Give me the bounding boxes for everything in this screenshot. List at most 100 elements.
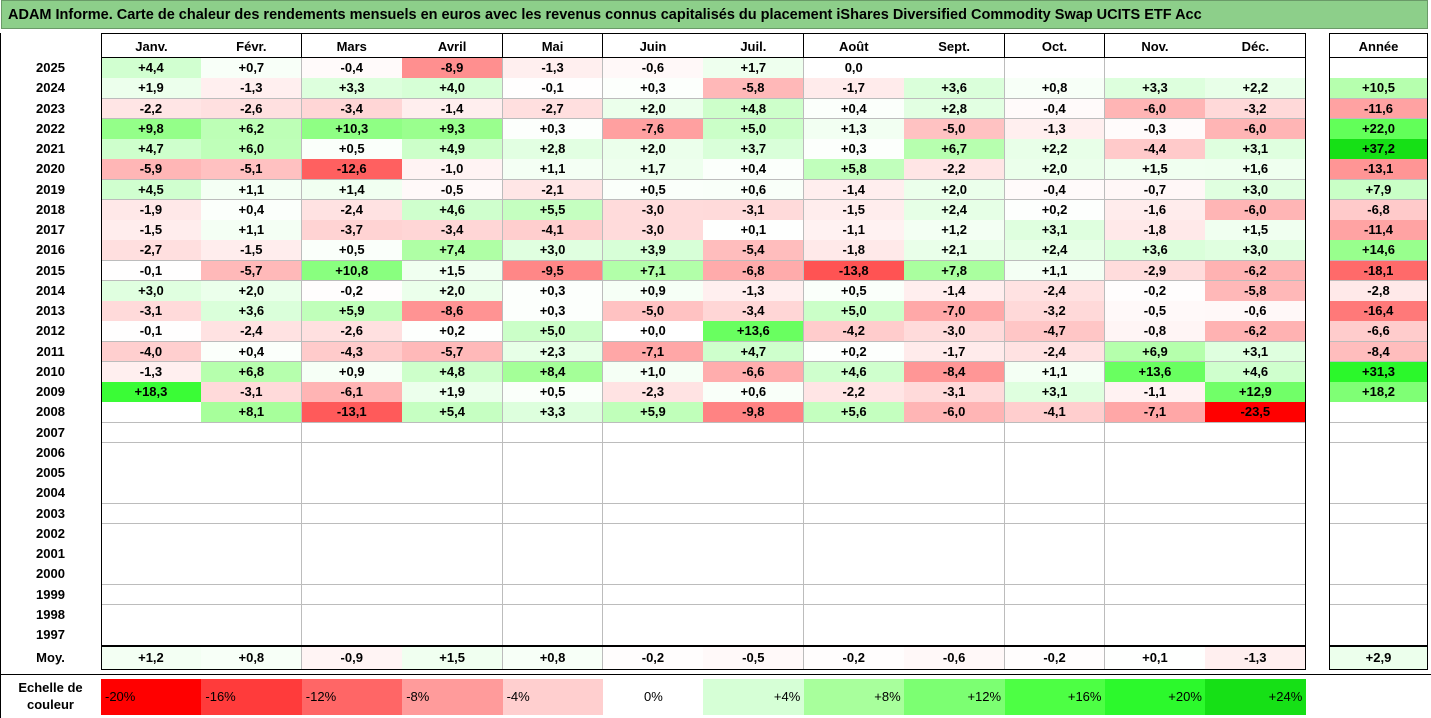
color-scale-swatch: +4% [703, 679, 805, 715]
average-row-label: Moy. [36, 650, 65, 665]
heatmap-cell: +1,1 [201, 220, 303, 241]
average-cell: +0,8 [502, 647, 604, 669]
heatmap-cell [1105, 523, 1206, 545]
heatmap-cell: -3,0 [904, 321, 1006, 342]
heatmap-cell: -0,8 [1105, 321, 1206, 342]
heatmap-cell: +2,4 [1004, 240, 1106, 261]
heatmap-cell: +2,8 [904, 98, 1006, 120]
heatmap-cell: -4,2 [803, 321, 905, 342]
heatmap-cell: +0,5 [502, 382, 604, 403]
heatmap-cell: -0,5 [1105, 301, 1206, 322]
heatmap-cell [703, 422, 805, 444]
heatmap-cell [101, 523, 202, 545]
heatmap-cell: -1,5 [803, 199, 905, 221]
heatmap-cell: -23,5 [1205, 402, 1307, 423]
heatmap-cell [1205, 442, 1307, 464]
annual-cell [1329, 584, 1428, 606]
heatmap-cell [502, 503, 604, 525]
annual-cell [1329, 463, 1428, 484]
heatmap-cell [1205, 544, 1307, 565]
heatmap-cell: +0,8 [1004, 78, 1106, 99]
heatmap-cell: -1,8 [1105, 220, 1206, 241]
heatmap-cell: -1,1 [1105, 382, 1206, 403]
heatmap-cell [1004, 625, 1106, 646]
heatmap-cell: -2,1 [502, 179, 604, 201]
heatmap-cell [603, 564, 704, 585]
average-cell: +0,8 [201, 647, 303, 669]
heatmap-cell: +5,0 [502, 321, 604, 342]
heatmap-cell: -3,1 [703, 199, 805, 221]
heatmap-cell [301, 463, 403, 484]
heatmap-cell: +3,3 [301, 78, 403, 99]
heatmap-cell [502, 625, 604, 646]
heatmap-cell: -6,1 [301, 382, 403, 403]
heatmap-cell: -3,7 [301, 220, 403, 241]
heatmap-cell [101, 584, 202, 606]
heatmap-cell [1004, 604, 1106, 626]
heatmap-cell: -1,3 [703, 280, 805, 302]
heatmap-cell: -3,1 [101, 301, 202, 322]
heatmap-cell: +8,4 [502, 361, 604, 383]
heatmap-cell [1105, 503, 1206, 525]
heatmap-cell: -1,3 [502, 58, 604, 79]
heatmap-cell: -0,7 [1105, 179, 1206, 201]
heatmap-cell: -2,2 [904, 159, 1006, 180]
annual-cell [1329, 402, 1428, 423]
heatmap-cell [402, 422, 504, 444]
year-label: 2010 [36, 363, 65, 379]
heatmap-cell: -0,4 [1004, 98, 1106, 120]
heatmap-cell [402, 442, 504, 464]
heatmap-cell: +0,3 [502, 301, 604, 322]
heatmap-cell: -4,4 [1105, 139, 1206, 160]
heatmap-cell: +13,6 [703, 321, 805, 342]
heatmap-cell: -2,2 [803, 382, 905, 403]
heatmap-cell: -7,1 [1105, 402, 1206, 423]
average-cell: +1,2 [101, 647, 202, 669]
heatmap-cell [904, 58, 1006, 79]
heatmap-cell: -2,7 [101, 240, 202, 261]
heatmap-cell [101, 422, 202, 444]
heatmap-cell [201, 604, 303, 626]
heatmap-cell: -0,1 [502, 78, 604, 99]
year-label: 2012 [36, 323, 65, 339]
heatmap-cell: +0,4 [703, 159, 805, 180]
heatmap-cell: -0,3 [1105, 118, 1206, 140]
heatmap-cell: +0,3 [502, 280, 604, 302]
heatmap-cell: +1,6 [1205, 159, 1307, 180]
year-label: 2004 [36, 485, 65, 501]
year-label: 1999 [36, 586, 65, 602]
heatmap-cell: -0,1 [101, 260, 202, 282]
heatmap-cell: +0,3 [803, 139, 905, 160]
heatmap-cell: -1,1 [803, 220, 905, 241]
heatmap-cell: +0,9 [603, 280, 704, 302]
annual-cell [1329, 564, 1428, 585]
heatmap-cell: +3,0 [101, 280, 202, 302]
heatmap-cell: +4,9 [402, 139, 504, 160]
heatmap-cell [904, 442, 1006, 464]
heatmap-cell [402, 503, 504, 525]
average-cell: -1,3 [1205, 647, 1307, 669]
heatmap-cell [1004, 564, 1106, 585]
annual-cell [1329, 503, 1428, 525]
year-label: 2015 [36, 262, 65, 278]
heatmap-cell: -5,4 [703, 240, 805, 261]
heatmap-cell [101, 564, 202, 585]
heatmap-cell: -9,5 [502, 260, 604, 282]
heatmap-cell: +3,6 [201, 301, 303, 322]
left-border [0, 33, 1, 718]
heatmap-cell: +0,5 [803, 280, 905, 302]
heatmap-cell [101, 463, 202, 484]
year-label: 2019 [36, 181, 65, 197]
annual-cell: +18,2 [1329, 382, 1428, 403]
heatmap-cell: +1,5 [402, 260, 504, 282]
heatmap-cell [1105, 58, 1206, 79]
heatmap-cell: -1,7 [803, 78, 905, 99]
annual-cell: -11,4 [1329, 220, 1428, 241]
heatmap-cell: +4,6 [402, 199, 504, 221]
heatmap-cell: +1,5 [1205, 220, 1307, 241]
heatmap-cell: +2,0 [1004, 159, 1106, 180]
heatmap-cell: -0,2 [1105, 280, 1206, 302]
heatmap-cell: +1,1 [1004, 260, 1106, 282]
annual-cell: +7,9 [1329, 179, 1428, 201]
annual-cell: -6,6 [1329, 321, 1428, 342]
